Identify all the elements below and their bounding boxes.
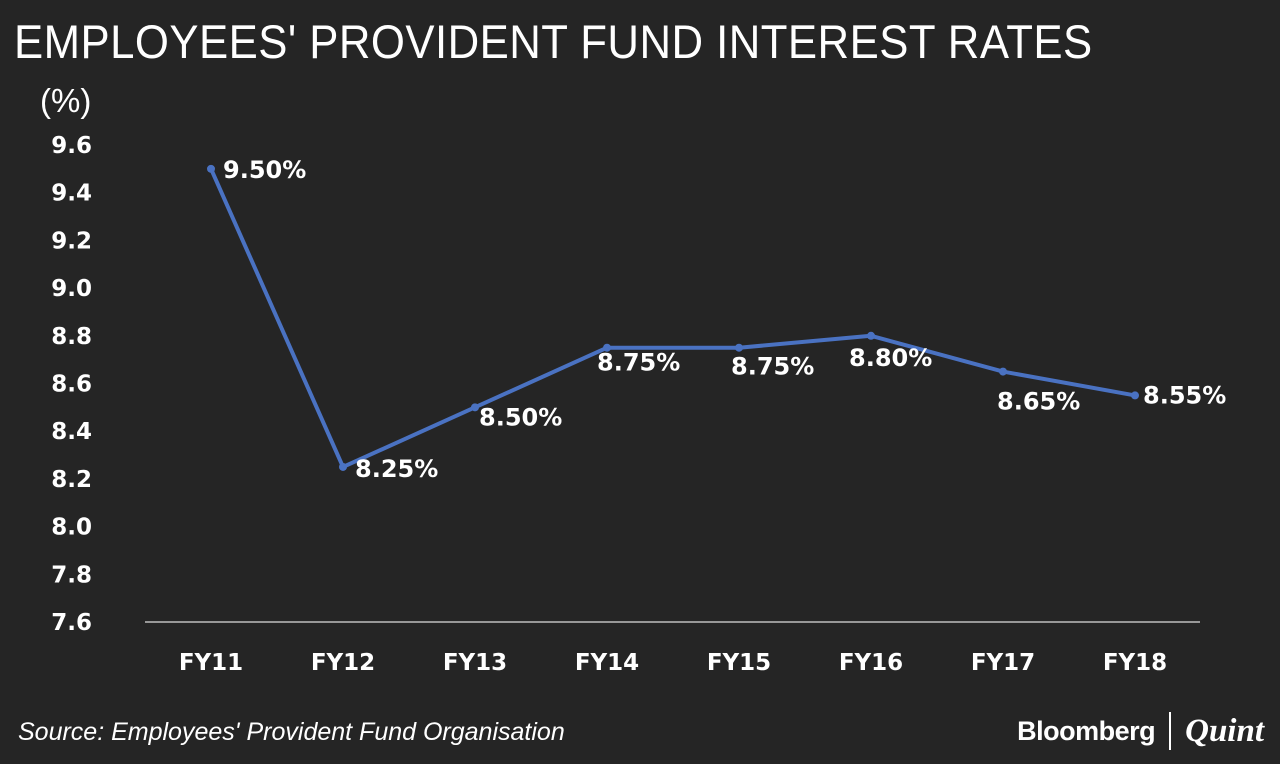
data-point xyxy=(471,403,479,412)
y-tick-label: 8.8 xyxy=(51,324,92,350)
x-tick-label: FY18 xyxy=(1103,650,1167,676)
brand-bloomberg: Bloomberg xyxy=(1017,715,1156,746)
data-label: 8.50% xyxy=(479,403,562,431)
y-tick-label: 7.8 xyxy=(51,562,92,588)
x-tick-label: FY12 xyxy=(311,650,375,676)
source-note: Source: Employees' Provident Fund Organi… xyxy=(18,718,565,746)
data-label: 8.80% xyxy=(849,344,932,372)
series-line xyxy=(209,168,1136,469)
data-point xyxy=(867,331,875,340)
y-tick-label: 8.2 xyxy=(51,467,92,493)
y-tick-label: 8.4 xyxy=(51,419,92,445)
y-tick-label: 9.0 xyxy=(51,276,92,302)
x-tick-label: FY14 xyxy=(575,650,639,676)
y-tick-label: 7.6 xyxy=(51,610,92,636)
y-tick-label: 9.2 xyxy=(51,228,92,254)
brand-logo: Bloomberg Quint xyxy=(1017,712,1264,750)
data-label: 8.55% xyxy=(1143,381,1226,409)
x-tick-label: FY11 xyxy=(179,650,243,676)
x-tick-label: FY15 xyxy=(707,650,771,676)
y-tick-label: 8.0 xyxy=(51,515,92,541)
y-tick-label: 9.6 xyxy=(51,133,92,159)
y-axis-unit-label: (%) xyxy=(40,82,92,119)
y-tick-label: 9.4 xyxy=(51,181,92,207)
brand-divider xyxy=(1169,712,1172,750)
data-label: 8.65% xyxy=(997,388,1080,416)
data-point xyxy=(603,343,611,352)
chart-title: EMPLOYEES' PROVIDENT FUND INTEREST RATES xyxy=(14,15,1093,68)
data-point xyxy=(999,367,1007,376)
data-labels: 9.50% 8.25% 8.50% 8.75% 8.75% 8.80% 8.65% 8.55% xyxy=(223,156,1226,483)
data-label: 8.75% xyxy=(731,353,814,381)
data-label: 8.75% xyxy=(597,349,680,377)
data-points xyxy=(207,164,1139,471)
data-label: 8.25% xyxy=(355,455,438,483)
y-tick-label: 8.6 xyxy=(51,372,92,398)
x-axis-ticks: FY11 FY12 FY13 FY14 FY15 FY16 FY17 FY18 xyxy=(179,650,1167,676)
data-point xyxy=(735,343,743,352)
data-label: 9.50% xyxy=(223,156,306,184)
x-tick-label: FY17 xyxy=(971,650,1035,676)
data-point xyxy=(1131,391,1139,400)
data-point xyxy=(207,164,215,173)
x-tick-label: FY16 xyxy=(839,650,903,676)
x-tick-label: FY13 xyxy=(443,650,507,676)
brand-quint: Quint xyxy=(1185,712,1264,749)
y-axis-ticks: 9.6 9.4 9.2 9.0 8.8 8.6 8.4 8.2 8.0 7.8 7.6 xyxy=(51,133,92,636)
data-point xyxy=(339,462,347,471)
